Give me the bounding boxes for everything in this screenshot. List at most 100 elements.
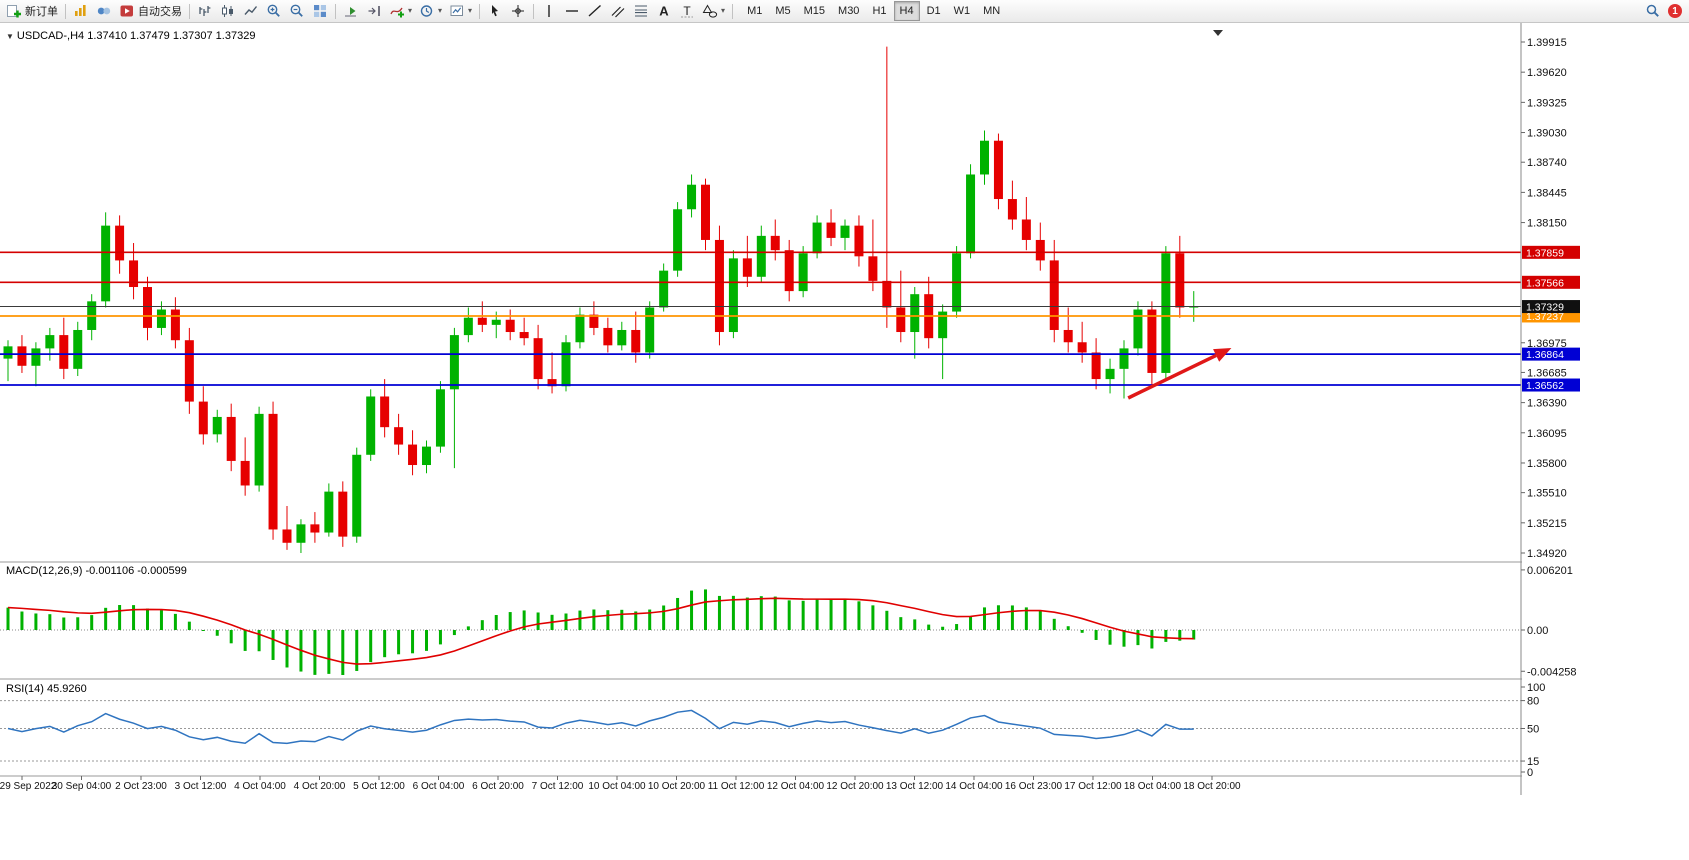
candle-down bbox=[1091, 352, 1101, 380]
candle-up bbox=[1133, 309, 1143, 349]
timeframe-button-h4[interactable]: H4 bbox=[893, 1, 920, 21]
crosshair-button[interactable] bbox=[507, 1, 529, 21]
price-line-badge bbox=[1522, 245, 1580, 259]
crosshair-icon bbox=[512, 5, 525, 17]
zoom-out-button[interactable] bbox=[286, 1, 308, 21]
timeframe-button-w1[interactable]: W1 bbox=[948, 1, 977, 21]
rsi-axis-label: 15 bbox=[1527, 756, 1539, 768]
macd-histogram-bar bbox=[787, 600, 791, 630]
time-axis-label: 29 Sep 2022 bbox=[0, 781, 57, 792]
indicators-button[interactable]: ▾ bbox=[386, 1, 415, 21]
notification-badge[interactable]: 1 bbox=[1668, 4, 1682, 18]
chevron-down-icon: ▾ bbox=[721, 6, 726, 15]
chart-canvas[interactable]: 1.39915 1.39620 1.39325 1.39030 1.38740 1.384… bbox=[0, 23, 1689, 860]
macd-histogram-bar bbox=[1010, 605, 1014, 630]
macd-histogram-bar bbox=[285, 630, 289, 668]
candle-down bbox=[784, 250, 794, 292]
macd-histogram-bar bbox=[313, 630, 317, 675]
candle-down bbox=[770, 235, 780, 251]
periods-button[interactable]: ▾ bbox=[416, 1, 445, 21]
candle-up bbox=[980, 140, 989, 175]
macd-histogram-bar bbox=[132, 605, 136, 630]
candle-down bbox=[198, 401, 208, 435]
profiles-button[interactable] bbox=[93, 1, 115, 21]
candle-up bbox=[435, 389, 445, 447]
toolbar-separator bbox=[533, 3, 535, 19]
timeframe-button-mn[interactable]: MN bbox=[977, 1, 1006, 21]
channel-button[interactable] bbox=[607, 1, 629, 21]
cursor-button[interactable] bbox=[484, 1, 506, 21]
toolbar-separator bbox=[732, 3, 734, 19]
zoom-in-button[interactable] bbox=[263, 1, 285, 21]
templates-button[interactable]: ▾ bbox=[446, 1, 475, 21]
macd-histogram-bar bbox=[1024, 607, 1028, 630]
time-axis-label: 18 Oct 04:00 bbox=[1124, 781, 1182, 792]
candlestick-button[interactable] bbox=[217, 1, 239, 21]
label-button[interactable]: T bbox=[676, 1, 698, 21]
macd-histogram-bar bbox=[620, 609, 624, 630]
macd-histogram-bar bbox=[592, 609, 596, 630]
candle-up bbox=[812, 222, 822, 254]
macd-histogram-bar bbox=[704, 589, 707, 630]
timeframe-button-m30[interactable]: M30 bbox=[832, 1, 865, 21]
fibonacci-button[interactable] bbox=[630, 1, 652, 21]
time-axis-label: 12 Oct 20:00 bbox=[826, 781, 884, 792]
candle-up bbox=[31, 348, 41, 366]
chart-shift-marker[interactable] bbox=[1213, 30, 1223, 36]
candle-down bbox=[868, 256, 878, 281]
candle-down bbox=[882, 280, 892, 308]
macd-histogram-bar bbox=[1080, 630, 1084, 633]
macd-histogram-bar bbox=[801, 600, 805, 630]
annotation-arrow-head bbox=[1213, 347, 1232, 362]
macd-histogram-bar bbox=[536, 612, 540, 630]
macd-histogram-bar bbox=[885, 610, 889, 630]
timeframe-button-m15[interactable]: M15 bbox=[798, 1, 831, 21]
auto-scroll-button[interactable] bbox=[340, 1, 362, 21]
new-chart-button[interactable] bbox=[70, 1, 92, 21]
macd-histogram-bar bbox=[146, 608, 149, 630]
svg-text:T: T bbox=[683, 4, 691, 18]
text-button[interactable]: A bbox=[653, 1, 675, 21]
timeframe-button-m5[interactable]: M5 bbox=[769, 1, 796, 21]
chevron-down-icon: ▾ bbox=[468, 6, 473, 15]
search-button[interactable] bbox=[1642, 1, 1664, 21]
macd-header: MACD(12,26,9) -0.001106 -0.000599 bbox=[6, 565, 187, 577]
candle-down bbox=[1175, 253, 1185, 308]
timeframe-button-m1[interactable]: M1 bbox=[741, 1, 768, 21]
candle-up bbox=[296, 524, 306, 543]
chevron-down-icon: ▾ bbox=[408, 6, 413, 15]
macd-histogram-bar bbox=[508, 612, 512, 630]
new-order-button[interactable]: 新订单 bbox=[3, 1, 61, 21]
macd-histogram-bar bbox=[494, 615, 498, 630]
candle-up bbox=[756, 235, 766, 277]
line-chart-button[interactable] bbox=[240, 1, 262, 21]
timeframe-button-h1[interactable]: H1 bbox=[866, 1, 892, 21]
tile-windows-button[interactable] bbox=[309, 1, 331, 21]
chart-shift-button[interactable] bbox=[363, 1, 385, 21]
candle-up bbox=[1161, 253, 1171, 373]
macd-histogram-bar bbox=[1066, 626, 1070, 630]
main-toolbar: 新订单 自动交易 bbox=[0, 0, 1689, 23]
macd-histogram-bar bbox=[425, 630, 428, 651]
macd-histogram-bar bbox=[913, 619, 917, 630]
candle-up bbox=[212, 416, 222, 435]
price-axis-label: 1.36975 bbox=[1527, 338, 1567, 350]
timeframe-button-d1[interactable]: D1 bbox=[921, 1, 947, 21]
macd-histogram-bar bbox=[1164, 630, 1168, 642]
price-line-badge-label: 1.37237 bbox=[1526, 311, 1564, 323]
time-axis-label: 30 Sep 04:00 bbox=[52, 781, 112, 792]
trendline-button[interactable] bbox=[584, 1, 606, 21]
toolbar-separator bbox=[479, 3, 481, 19]
macd-axis-label: 0.006201 bbox=[1527, 565, 1573, 577]
new-order-label: 新订单 bbox=[25, 6, 58, 18]
bar-chart-button[interactable] bbox=[194, 1, 216, 21]
macd-histogram-bar bbox=[857, 601, 861, 630]
vertical-line-button[interactable] bbox=[538, 1, 560, 21]
candle-up bbox=[463, 317, 473, 336]
candle-down bbox=[394, 427, 404, 445]
horizontal-line-button[interactable] bbox=[561, 1, 583, 21]
candle-down bbox=[338, 491, 348, 537]
collapse-toggle-icon[interactable]: ▼ bbox=[6, 32, 14, 41]
shapes-button[interactable]: ▾ bbox=[699, 1, 728, 21]
auto-trading-button[interactable]: 自动交易 bbox=[116, 1, 185, 21]
